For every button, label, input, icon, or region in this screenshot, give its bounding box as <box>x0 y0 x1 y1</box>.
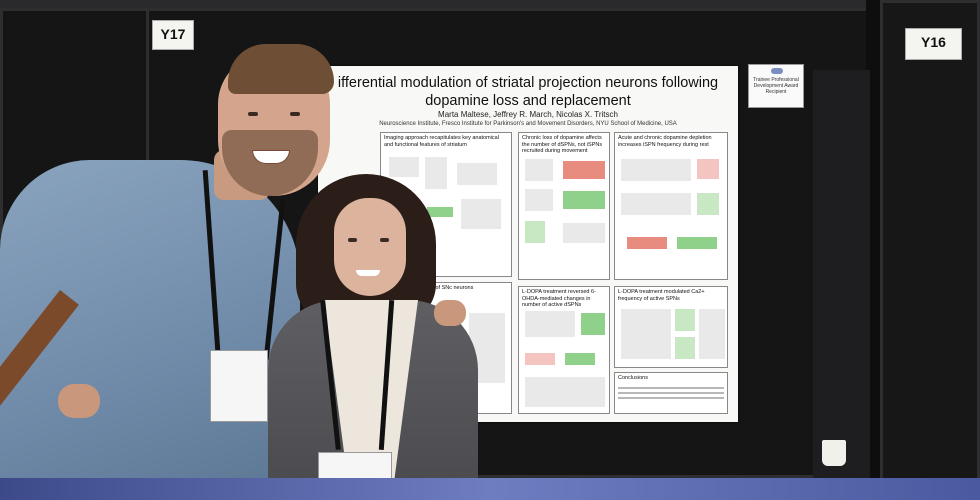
section-heading: Chronic loss of dopamine affects the num… <box>522 135 603 154</box>
section-heading: L-DOPA treatment modulated Ca2+ frequenc… <box>618 289 705 302</box>
booth-tag-y17: Y17 <box>152 20 194 50</box>
poster-section-3: Acute and chronic dopamine depletion inc… <box>614 132 728 280</box>
poster-section-5: L-DOPA treatment reversed 6-OHDA-mediate… <box>518 286 610 414</box>
award-card: Trainee Professional Development Award R… <box>748 64 804 108</box>
award-text: Trainee Professional Development Award R… <box>753 77 799 95</box>
poster-title: ifferential modulation of striatal proje… <box>337 75 719 109</box>
poster-section-6: L-DOPA treatment modulated Ca2+ frequenc… <box>614 286 728 368</box>
man-hand-shoulder <box>434 300 466 326</box>
award-logo-icon <box>771 68 783 74</box>
section-heading: ation of SNc neurons <box>422 285 474 291</box>
section-heading: Conclusions <box>618 375 648 381</box>
booth-tag-y16: Y16 <box>905 28 962 60</box>
poster-board-stand <box>813 70 870 480</box>
section-heading: Acute and chronic dopamine depletion inc… <box>618 135 712 148</box>
man-name-badge <box>210 350 268 422</box>
woman-smile <box>356 270 380 276</box>
woman-face <box>334 198 406 296</box>
paper-cup <box>822 440 846 466</box>
poster-authors: Marta Maltese, Jeffrey R. March, Nicolas… <box>438 110 618 119</box>
section-heading: L-DOPA treatment reversed 6-OHDA-mediate… <box>522 289 596 308</box>
poster-affiliation: Neuroscience Institute, Fresco Institute… <box>379 121 677 127</box>
floor-carpet <box>0 478 980 500</box>
poster-board-right <box>880 0 980 490</box>
poster-section-7: Conclusions <box>614 372 728 414</box>
man-hair <box>228 44 334 94</box>
man-hand <box>58 384 100 418</box>
section-heading: Imaging approach recapitulates key anato… <box>384 135 499 148</box>
poster-section-2: Chronic loss of dopamine affects the num… <box>518 132 610 280</box>
